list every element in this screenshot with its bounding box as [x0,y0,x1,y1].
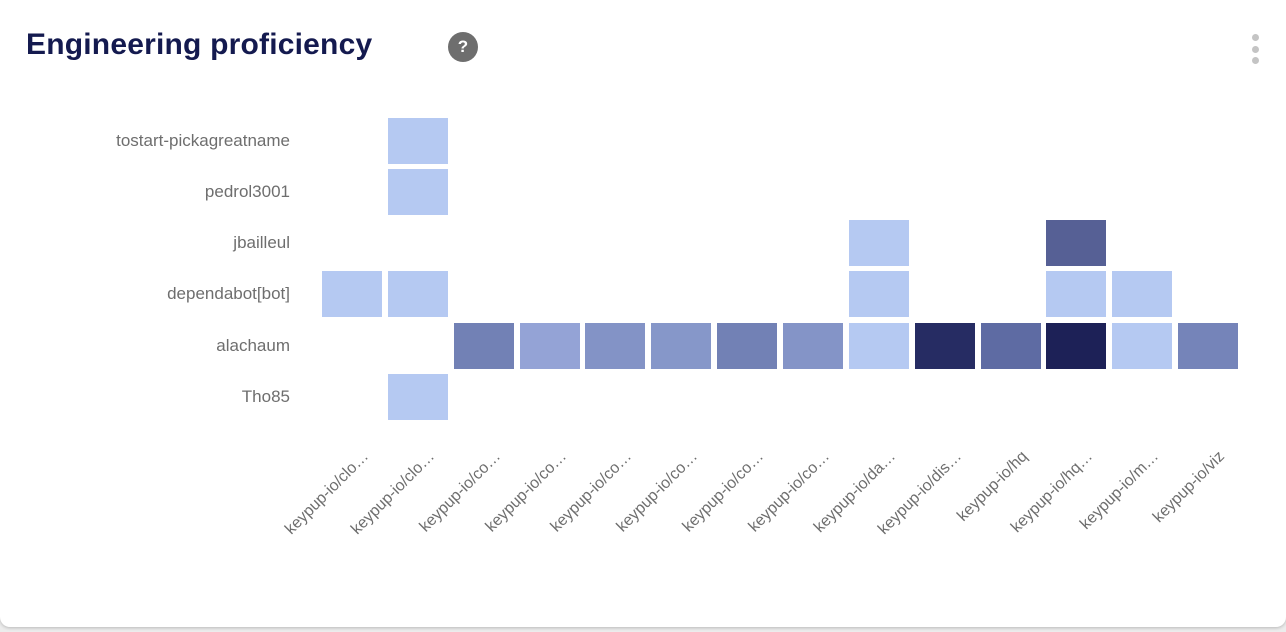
heatmap-cell[interactable] [914,322,975,369]
heatmap-cell[interactable] [848,220,909,267]
heatmap-cell[interactable] [651,322,712,369]
heatmap-cell[interactable] [387,374,448,420]
heatmap-cell[interactable] [387,168,448,215]
heatmap-cell[interactable] [387,271,448,318]
y-axis-label: pedrol3001 [204,181,290,201]
heatmap-cell[interactable] [1046,271,1107,318]
heatmap-cell[interactable] [322,271,382,318]
heatmap-cell[interactable] [585,322,646,369]
kebab-menu-icon[interactable] [1252,34,1260,64]
widget-header: Engineering proficiency ? [0,0,1286,80]
heatmap-cell[interactable] [1046,322,1107,369]
y-axis-label: dependabot[bot] [167,284,290,304]
heatmap-cell[interactable] [453,322,514,369]
widget-title: Engineering proficiency [26,28,373,61]
heatmap-cell[interactable] [848,322,909,369]
heatmap-cell[interactable] [717,322,778,369]
heatmap-cell[interactable] [848,271,909,318]
heatmap-cell[interactable] [782,322,843,369]
heatmap-cell[interactable] [980,322,1041,369]
help-icon[interactable]: ? [448,32,478,62]
heatmap-cell[interactable] [387,117,448,164]
y-axis-label: alachaum [216,335,290,355]
heatmap-cell[interactable] [1112,322,1173,369]
y-axis-label: tostart-pickagreatname [116,130,290,150]
heatmap-cell[interactable] [519,322,580,369]
heatmap-cell[interactable] [1046,220,1107,267]
y-axis-label: Tho85 [241,387,290,406]
heatmap-cell[interactable] [1178,322,1239,369]
y-axis-label: jbailleul [233,233,290,253]
heatmap-cell[interactable] [1112,271,1173,318]
